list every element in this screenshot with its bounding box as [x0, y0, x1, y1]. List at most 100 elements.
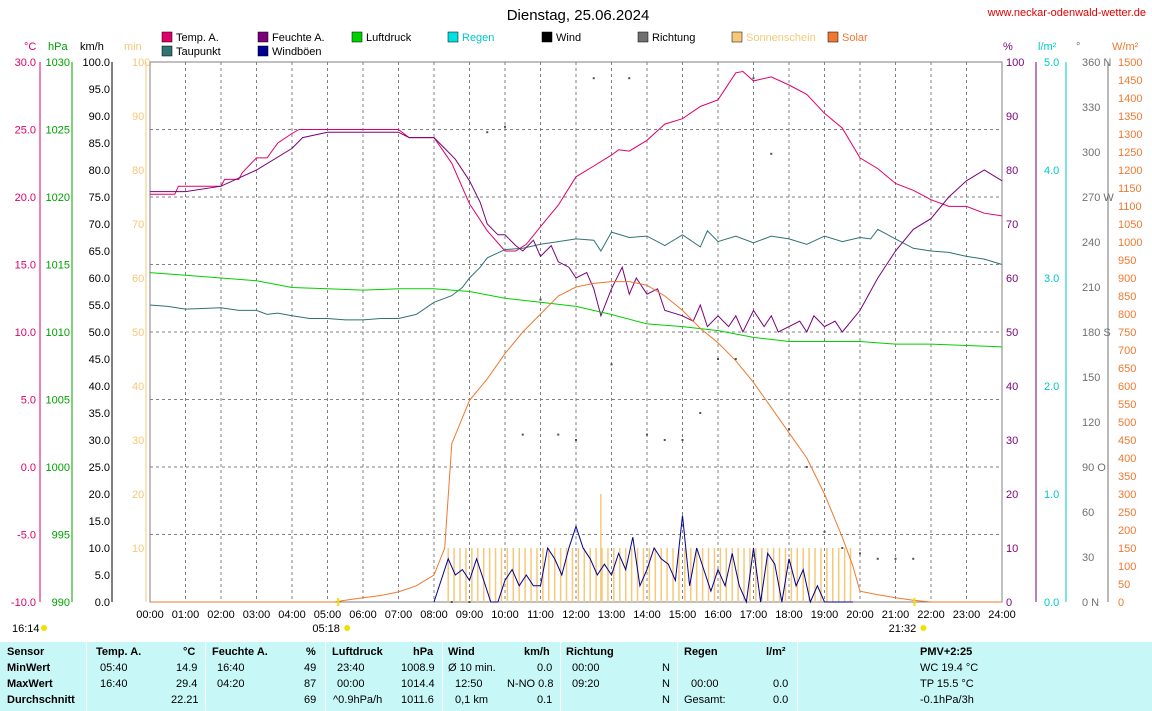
stats-min-label: MinWert [7, 662, 51, 674]
wind-tick-20: 0.0 [95, 597, 110, 609]
solar-tick-24: 300 [1118, 489, 1136, 501]
sun-tick-7: 30 [132, 435, 144, 447]
stats-max-dir-value: N [662, 678, 670, 690]
x-tick-21: 21:00 [882, 609, 910, 621]
sunrise-label: 05:18 [312, 623, 340, 635]
legend-label-9: Solar [842, 32, 868, 44]
temp-tick-5: 5.0 [21, 395, 36, 407]
solar-tick-12: 900 [1118, 273, 1136, 285]
rain-tick-0: 5.0 [1044, 57, 1059, 69]
stats-max-press-value: 1014.4 [401, 678, 435, 690]
stats-min-temp-time: 05:40 [100, 662, 128, 674]
legend-swatch-0 [161, 31, 173, 43]
x-tick-23: 23:00 [953, 609, 981, 621]
temp-tick-8: -10.0 [11, 597, 36, 609]
solar-tick-10: 1000 [1118, 237, 1142, 249]
stats-header-press: Luftdruck [332, 646, 383, 658]
pressure-tick-5: 1005 [46, 395, 70, 407]
axis-unit-2: km/h [80, 41, 104, 53]
solar-line [150, 281, 1002, 603]
dir-tick-11: 30 [1082, 552, 1094, 564]
wind-tick-18: 10.0 [89, 543, 110, 555]
stats-min-wind-value: 0.0 [537, 662, 553, 674]
current-time-icon [41, 625, 47, 631]
wind-tick-6: 70.0 [89, 219, 110, 231]
stats-header-wind: Wind [448, 646, 475, 658]
pressure-tick-6: 1000 [46, 462, 70, 474]
wind-point-21 [823, 530, 826, 533]
hum-tick-5: 50 [1006, 327, 1018, 339]
wind-point-9 [610, 363, 613, 366]
temp-tick-6: 0.0 [21, 462, 36, 474]
pressure-tick-3: 1015 [46, 260, 70, 272]
x-tick-14: 14:00 [633, 609, 661, 621]
plot-frame [149, 61, 1003, 603]
wind-point-2 [486, 131, 489, 134]
solar-tick-6: 1200 [1118, 165, 1142, 177]
legend-label-0: Temp. A. [176, 32, 219, 44]
solar-tick-19: 550 [1118, 399, 1136, 411]
stats-min-press-value: 1008.9 [401, 662, 435, 674]
axis-unit-0: °C [24, 41, 36, 53]
dir-tick-3: 270 W [1082, 192, 1114, 204]
stats-avg-press-time: ^0.9hPa/h [333, 694, 383, 706]
wind-point-11 [646, 433, 648, 436]
temp-tick-1: 25.0 [15, 125, 36, 137]
legend-swatch-3 [257, 45, 269, 57]
x-tick-5: 05:00 [314, 609, 342, 621]
hum-tick-8: 20 [1006, 489, 1018, 501]
stats-max-pmv: TP 15.5 °C [920, 678, 974, 690]
x-tick-18: 18:00 [775, 609, 803, 621]
x-tick-12: 12:00 [562, 609, 590, 621]
temp-tick-4: 10.0 [15, 327, 36, 339]
x-tick-9: 09:00 [456, 609, 484, 621]
pressure-tick-2: 1020 [46, 192, 70, 204]
dir-tick-7: 150 [1082, 372, 1100, 384]
hum-tick-0: 100 [1006, 57, 1024, 69]
stats-avg-temp-value: 22.21 [171, 694, 199, 706]
wind-point-8 [592, 77, 595, 80]
hum-tick-6: 40 [1006, 381, 1018, 393]
rain-tick-3: 2.0 [1044, 381, 1059, 393]
axis-unit-4: % [1003, 41, 1013, 53]
x-tick-3: 03:00 [243, 609, 271, 621]
solar-tick-9: 1050 [1118, 219, 1142, 231]
legend-swatch-2 [257, 31, 269, 43]
stats-header-temp: Temp. A. [96, 646, 142, 658]
statistics-table: Sensor Temp. A. °C Feuchte A. % Luftdruc… [0, 642, 1152, 711]
pressure-tick-1: 1025 [46, 125, 70, 137]
pressure-tick-7: 995 [52, 530, 70, 542]
solar-tick-1: 1450 [1118, 75, 1142, 87]
wind-point-13 [681, 439, 684, 441]
x-tick-0: 00:00 [136, 609, 164, 621]
sun-tick-9: 10 [132, 543, 144, 555]
stats-min-hum-value: 49 [304, 662, 317, 674]
stats-avg-rain-time: Gesamt: [684, 694, 726, 706]
x-tick-13: 13:00 [598, 609, 626, 621]
wind-point-0 [450, 601, 453, 603]
solar-tick-27: 150 [1118, 543, 1136, 555]
temp-line [150, 70, 1003, 252]
solar-tick-2: 1400 [1118, 93, 1142, 105]
temp-tick-2: 20.0 [15, 192, 36, 204]
rain-tick-2: 3.0 [1044, 273, 1059, 285]
dir-tick-5: 210 [1082, 282, 1100, 294]
x-tick-1: 01:00 [172, 609, 200, 621]
wind-point-22 [841, 547, 844, 549]
x-tick-4: 04:00 [278, 609, 306, 621]
x-tick-11: 11:00 [527, 609, 554, 621]
wind-tick-17: 15.0 [89, 516, 110, 528]
wind-point-12 [663, 439, 666, 441]
wind-tick-15: 25.0 [89, 462, 110, 474]
legend-label-1: Taupunkt [176, 46, 221, 58]
wind-tick-1: 95.0 [89, 84, 110, 96]
pressure-tick-4: 1010 [46, 327, 70, 339]
wind-tick-2: 90.0 [89, 111, 110, 123]
stats-max-hum-time: 04:20 [217, 678, 245, 690]
stats-header-dir: Richtung [566, 646, 614, 658]
wind-tick-11: 45.0 [89, 354, 110, 366]
humidity-line [150, 131, 1003, 334]
wind-tick-13: 35.0 [89, 408, 110, 420]
rain-tick-1: 4.0 [1044, 165, 1059, 177]
stats-header-hum-unit: % [306, 646, 316, 658]
